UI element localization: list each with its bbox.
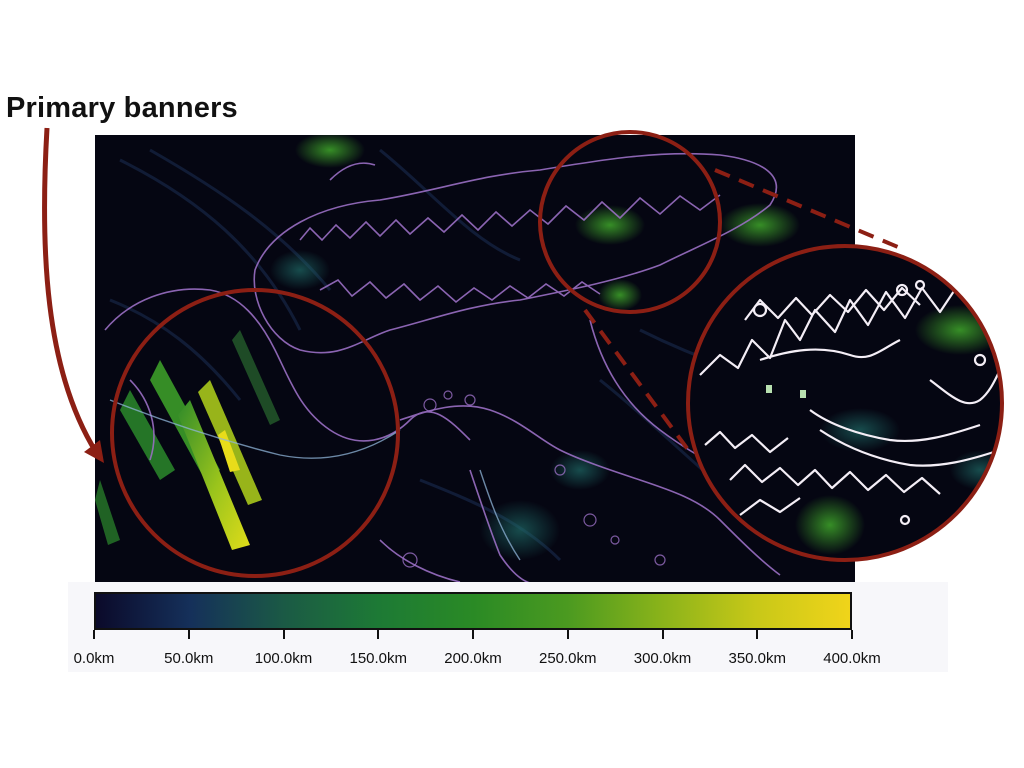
colorbar-tick-mark: [566, 630, 569, 639]
boundary-lines: [109, 399, 521, 561]
colorbar-tick-mark: [282, 630, 285, 639]
colorbar-tick-mark: [661, 630, 664, 639]
annotation-label-primary-banners: Primary banners: [6, 92, 238, 124]
colorbar-tick-label: 200.0km: [444, 650, 502, 667]
colorbar-tick-label: 350.0km: [728, 650, 787, 667]
colorbar-tick-label: 50.0km: [164, 650, 214, 667]
colorbar-tick-label: 100.0km: [254, 650, 313, 667]
colorbar-gradient: [94, 592, 852, 630]
highlight-ring-primary-banners: [110, 288, 400, 578]
primary-banner-streaks: [95, 330, 280, 550]
zoom-inset-ring: [686, 244, 1004, 562]
island-speckles: [402, 390, 666, 568]
colorbar-tick-label: 400.0km: [823, 650, 881, 667]
colorbar-tick-label: 150.0km: [349, 650, 408, 667]
annotation-arrow: [41, 127, 104, 463]
colorbar-tick-label: 250.0km: [538, 650, 597, 667]
colorbar-tick-mark: [377, 630, 380, 639]
colorbar-tick-mark: [187, 630, 190, 639]
colorbar-tick-mark: [472, 630, 474, 639]
colorbar-tick-mark: [756, 630, 759, 639]
intensity-patches: [270, 135, 800, 560]
highlight-ring-region-of-interest: [538, 130, 722, 314]
colorbar-tick-mark: [851, 630, 853, 639]
colorbar-tick-mark: [93, 630, 95, 639]
colorbar-tick-label: 300.0km: [633, 650, 692, 667]
zoom-contours: [699, 279, 1001, 532]
zoom-inset: [686, 244, 1004, 562]
colorbar-tick-label: 0.0km: [73, 650, 115, 667]
zoom-connector-lines: [583, 168, 906, 457]
